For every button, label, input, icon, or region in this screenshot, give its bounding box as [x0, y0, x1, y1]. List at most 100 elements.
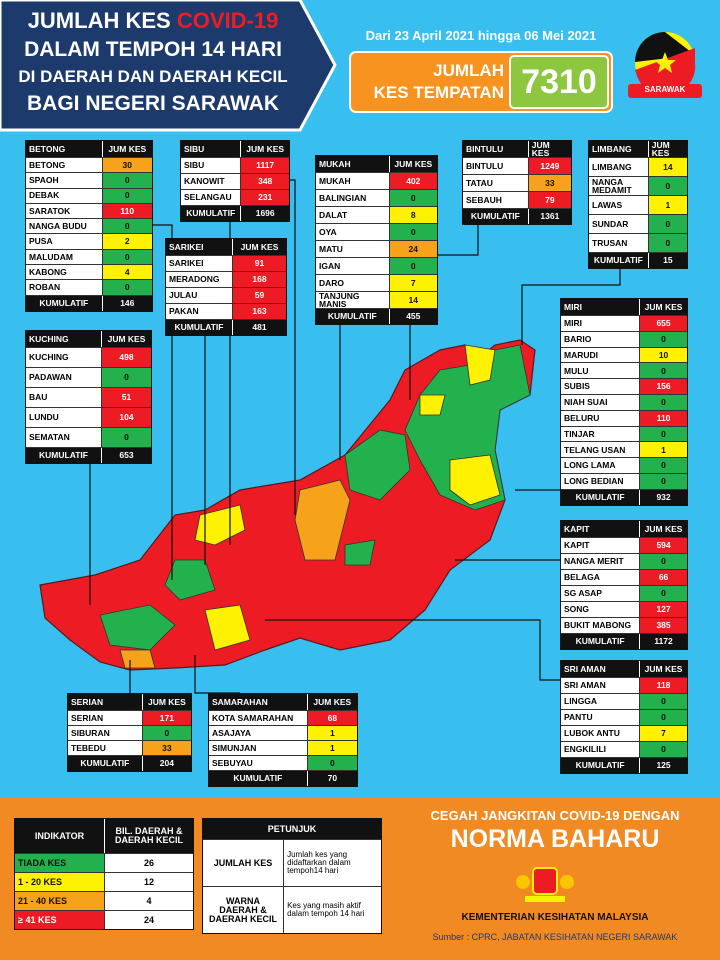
district-name: TEBEDU [71, 742, 106, 753]
case-count: 127 [639, 602, 687, 617]
district-name: TRUSAN [592, 237, 628, 248]
case-count: 2 [101, 234, 152, 249]
district-row: KABONG 4 [26, 264, 152, 280]
district-name: MULU [564, 365, 589, 376]
total-row: KUMULATIF 1172 [561, 633, 687, 649]
column-header: JUM KES [527, 141, 571, 157]
division-table: MUKAH JUM KES MUKAH 402 BALINGIAN 0 DALAT 8 OYA 0… [315, 155, 438, 325]
legend-row: TIADA KES 26 [15, 853, 193, 872]
header-row: SERIAN JUM KES [68, 694, 191, 710]
legend-header-cell: INDIKATOR [15, 819, 104, 853]
case-count: 66 [639, 570, 687, 585]
district-name: BUKIT MABONG [564, 620, 632, 631]
district-name: BINTULU [466, 160, 504, 171]
case-count: 0 [639, 363, 687, 379]
map-region [119, 649, 156, 669]
division-name: SIBU [181, 141, 241, 157]
district-row: OYA 0 [316, 223, 437, 240]
footer-text: CEGAH JANGKITAN COVID-19 DENGAN NORMA BA… [400, 808, 710, 854]
case-count: 402 [388, 173, 437, 189]
district-row: KANOWIT 348 [181, 173, 289, 189]
total-row: KUMULATIF 653 [26, 447, 151, 463]
district-row: LINGGA 0 [561, 693, 687, 709]
district-name: NANGA MERIT [564, 556, 624, 567]
district-name: LINGGA [564, 696, 598, 707]
district-row: SIMUNJAN 1 [209, 740, 357, 755]
district-name: SUNDAR [592, 218, 629, 229]
case-count: 110 [101, 203, 152, 219]
header-row: KAPIT JUM KES [561, 521, 687, 537]
district-row: LAWAS 1 [589, 195, 687, 214]
title-highlight: COVID-19 [176, 8, 279, 33]
total-value: 7310 [521, 63, 597, 101]
district-row: MUKAH 402 [316, 172, 437, 189]
map-region [164, 559, 216, 601]
division-table: SAMARAHAN JUM KES KOTA SAMARAHAN 68 ASAJAYA 1… [208, 693, 358, 787]
district-row: TANJUNG MANIS 14 [316, 291, 437, 308]
legend-label: ≥ 41 KES [15, 911, 104, 929]
case-count: 7 [639, 726, 687, 741]
district-row: MERADONG 168 [166, 271, 286, 287]
case-count: 7 [388, 275, 437, 291]
case-count: 1117 [240, 158, 289, 173]
district-row: ASAJAYA 1 [209, 725, 357, 740]
title-line: BAGI NEGERI SARAWAK [26, 92, 280, 115]
case-count: 33 [527, 175, 571, 191]
header-row: LIMBANG JUM KES [589, 141, 687, 157]
district-name: SIBURAN [71, 727, 110, 738]
case-count: 1 [647, 196, 687, 214]
district-row: PAKAN 163 [166, 303, 286, 319]
district-name: DEBAK [29, 190, 60, 201]
legend-row: 1 - 20 KES 12 [15, 872, 193, 891]
case-count: 231 [240, 190, 289, 205]
legend-table: INDIKATOR BIL. DAERAH & DAERAH KECIL TIADA… [14, 818, 194, 930]
district-row: TATAU 33 [463, 174, 571, 191]
district-name: SELANGAU [184, 192, 232, 203]
case-count: 0 [647, 215, 687, 233]
total-value: 1172 [639, 634, 687, 649]
case-count: 0 [101, 428, 151, 447]
column-header: JUM KES [101, 141, 152, 157]
legend-label: 21 - 40 KES [15, 892, 104, 910]
header-row: KUCHING JUM KES [26, 331, 151, 347]
total-label-line: KES TEMPATAN [373, 83, 504, 102]
map-region [294, 479, 351, 561]
division-table: BETONG JUM KES BETONG 30 SPAOH 0 DEBAK 0 SARATOK… [25, 140, 153, 312]
district-name: LUNDU [29, 412, 59, 423]
district-name: MARUDI [564, 349, 598, 360]
slogan: CEGAH JANGKITAN COVID-19 DENGAN [430, 808, 680, 823]
district-row: DEBAK 0 [26, 187, 152, 203]
guide-table: PETUNJUK JUMLAH KES Jumlah kes yang didaft… [202, 818, 382, 934]
crest-ribbon [525, 896, 565, 902]
district-row: SONG 127 [561, 601, 687, 617]
district-name: MALUDAM [29, 251, 73, 262]
district-row: TELANG USAN 1 [561, 441, 687, 458]
district-name: NANGA BUDU [29, 221, 87, 232]
district-row: SRI AMAN 118 [561, 677, 687, 693]
guide-term: JUMLAH KES [213, 857, 273, 868]
district-row: SIBU 1117 [181, 157, 289, 173]
district-row: BELURU 110 [561, 409, 687, 426]
case-count: 0 [388, 190, 437, 206]
case-count: 91 [232, 256, 286, 271]
division-table: LIMBANG JUM KES LIMBANG 14 NANGA MEDAMIT 0 LAW… [588, 140, 688, 269]
district-name: TANJUNG MANIS [319, 292, 360, 308]
total-row: KUMULATIF 15 [589, 252, 687, 268]
district-name: PADAWAN [29, 372, 72, 383]
guide-term: WARNA DAERAH & DAERAH KECIL [209, 895, 278, 924]
district-name: SIMUNJAN [212, 742, 257, 753]
total-label: KUMULATIF [316, 309, 389, 324]
total-value: 932 [639, 489, 687, 505]
district-row: BINTULU 1249 [463, 157, 571, 174]
legend-header-cell: BIL. DAERAH & DAERAH KECIL [104, 819, 193, 853]
total-label: KUMULATIF [68, 756, 142, 771]
district-name: BETONG [29, 159, 66, 170]
district-name: BELAGA [564, 572, 600, 583]
guide-row: WARNA DAERAH & DAERAH KECIL Kes yang masi… [203, 886, 381, 933]
total-row: KUMULATIF 125 [561, 757, 687, 773]
header-row: SARIKEI JUM KES [166, 239, 286, 255]
title-line: DALAM TEMPOH 14 HARI [24, 38, 282, 61]
case-count: 30 [101, 158, 152, 173]
district-name: SEBUYAU [212, 757, 253, 768]
total-label: KUMULATIF [181, 206, 241, 221]
